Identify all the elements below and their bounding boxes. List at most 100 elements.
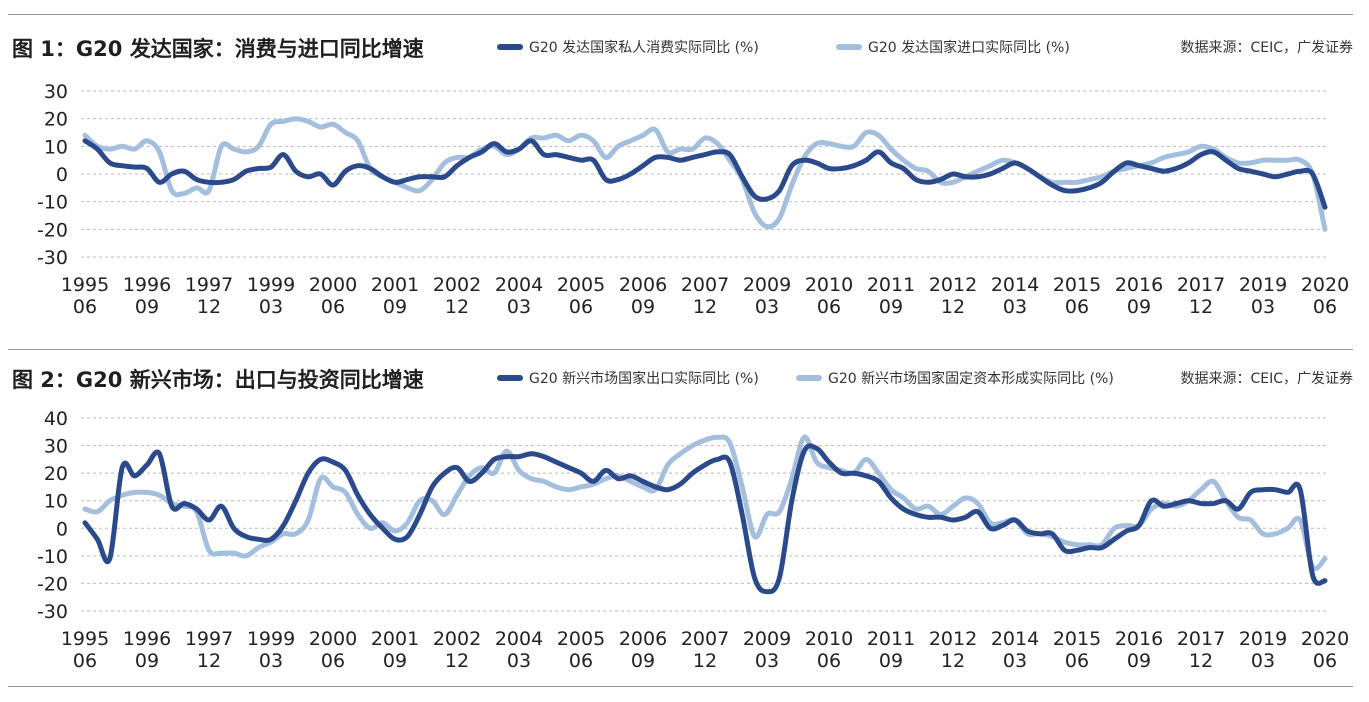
x-tick-month: 12 bbox=[1189, 296, 1213, 318]
x-tick-month: 09 bbox=[879, 296, 903, 318]
y-tick-label: 30 bbox=[44, 436, 68, 458]
x-tick-year: 2006 bbox=[619, 274, 667, 296]
x-tick-year: 2015 bbox=[1053, 628, 1101, 650]
y-tick-label: 20 bbox=[44, 463, 68, 485]
x-tick-year: 2011 bbox=[867, 274, 915, 296]
top-rule bbox=[8, 14, 1353, 15]
x-tick-year: 2009 bbox=[743, 274, 791, 296]
x-tick-year: 1996 bbox=[123, 628, 171, 650]
x-tick-year: 1997 bbox=[185, 628, 233, 650]
chart-title: 图 1：G20 发达国家：消费与进口同比增速 bbox=[12, 37, 424, 61]
x-tick-year: 2004 bbox=[495, 274, 543, 296]
x-tick-year: 2017 bbox=[1177, 274, 1225, 296]
x-tick-year: 2014 bbox=[991, 274, 1039, 296]
x-tick-year: 2010 bbox=[805, 628, 853, 650]
x-tick-month: 06 bbox=[321, 650, 345, 672]
x-tick-month: 12 bbox=[941, 650, 965, 672]
series-line-light bbox=[82, 434, 1328, 571]
x-tick-month: 06 bbox=[321, 296, 345, 318]
legend-item-consumption: G20 发达国家私人消费实际同比 (%) bbox=[497, 37, 759, 57]
x-tick-year: 2014 bbox=[991, 628, 1039, 650]
x-tick-month: 06 bbox=[1313, 650, 1337, 672]
x-tick-month: 09 bbox=[1127, 650, 1151, 672]
x-tick-month: 09 bbox=[135, 296, 159, 318]
x-tick-year: 2017 bbox=[1177, 628, 1225, 650]
x-tick-month: 03 bbox=[755, 296, 779, 318]
y-tick-label: -10 bbox=[37, 192, 68, 214]
x-tick-month: 06 bbox=[1313, 296, 1337, 318]
x-tick-month: 09 bbox=[631, 296, 655, 318]
x-tick-year: 2001 bbox=[371, 628, 419, 650]
x-tick-month: 06 bbox=[817, 650, 841, 672]
middle-rule bbox=[8, 349, 1353, 350]
x-tick-year: 2016 bbox=[1115, 628, 1163, 650]
x-tick-month: 09 bbox=[631, 650, 655, 672]
series-line-dark bbox=[82, 138, 1328, 210]
x-tick-month: 03 bbox=[507, 650, 531, 672]
legend-label: G20 新兴市场国家固定资本形成实际同比 (%) bbox=[828, 371, 1114, 387]
chart-panel-1: 图 1：G20 发达国家：消费与进口同比增速 G20 发达国家私人消费实际同比 … bbox=[0, 33, 1369, 333]
x-tick-year: 2005 bbox=[557, 628, 605, 650]
x-tick-year: 2012 bbox=[929, 274, 977, 296]
data-source: 数据来源：CEIC，广发证券 bbox=[1180, 371, 1353, 387]
x-tick-year: 2019 bbox=[1239, 628, 1287, 650]
x-tick-year: 1997 bbox=[185, 274, 233, 296]
y-tick-label: -30 bbox=[37, 601, 68, 623]
legend-swatch-light bbox=[796, 375, 822, 381]
chart-title: 图 2：G20 新兴市场：出口与投资同比增速 bbox=[12, 368, 424, 392]
y-tick-label: -30 bbox=[37, 247, 68, 269]
x-tick-month: 03 bbox=[1003, 296, 1027, 318]
chart-plot-1: 3020100-10-20-30199506199609199712199903… bbox=[37, 81, 1349, 318]
chart-plot-2: 403020100-10-20-301995061996091997121999… bbox=[37, 408, 1349, 672]
x-tick-year: 2006 bbox=[619, 628, 667, 650]
x-tick-year: 2020 bbox=[1301, 628, 1349, 650]
bottom-rule bbox=[8, 686, 1353, 687]
chart-panel-2: 图 2：G20 新兴市场：出口与投资同比增速 G20 新兴市场国家出口实际同比 … bbox=[0, 364, 1369, 684]
x-tick-year: 2004 bbox=[495, 628, 543, 650]
x-tick-year: 2012 bbox=[929, 628, 977, 650]
x-tick-month: 06 bbox=[73, 296, 97, 318]
x-tick-month: 03 bbox=[755, 650, 779, 672]
x-tick-year: 2001 bbox=[371, 274, 419, 296]
legend-swatch-dark bbox=[497, 375, 523, 381]
y-tick-label: -20 bbox=[37, 573, 68, 595]
legend-item-investment: G20 新兴市场国家固定资本形成实际同比 (%) bbox=[796, 368, 1114, 388]
x-tick-year: 2009 bbox=[743, 628, 791, 650]
y-tick-label: 0 bbox=[56, 518, 68, 540]
x-tick-year: 2019 bbox=[1239, 274, 1287, 296]
x-tick-year: 1999 bbox=[247, 274, 295, 296]
x-tick-year: 2020 bbox=[1301, 274, 1349, 296]
legend-label: G20 新兴市场国家出口实际同比 (%) bbox=[529, 371, 759, 387]
legend-item-exports: G20 新兴市场国家出口实际同比 (%) bbox=[497, 368, 759, 388]
y-tick-label: -20 bbox=[37, 219, 68, 241]
x-tick-month: 12 bbox=[693, 296, 717, 318]
x-tick-month: 03 bbox=[507, 296, 531, 318]
x-tick-year: 2015 bbox=[1053, 274, 1101, 296]
data-source: 数据来源：CEIC，广发证券 bbox=[1180, 40, 1353, 56]
x-tick-month: 12 bbox=[197, 650, 221, 672]
x-tick-month: 09 bbox=[879, 650, 903, 672]
x-tick-month: 03 bbox=[1003, 650, 1027, 672]
x-tick-year: 2002 bbox=[433, 274, 481, 296]
x-tick-year: 1996 bbox=[123, 274, 171, 296]
x-tick-month: 12 bbox=[1189, 650, 1213, 672]
x-tick-year: 2002 bbox=[433, 628, 481, 650]
x-tick-year: 2010 bbox=[805, 274, 853, 296]
legend-label: G20 发达国家进口实际同比 (%) bbox=[868, 40, 1070, 56]
x-tick-month: 06 bbox=[817, 296, 841, 318]
x-tick-year: 2007 bbox=[681, 274, 729, 296]
x-tick-year: 2000 bbox=[309, 274, 357, 296]
x-tick-year: 2011 bbox=[867, 628, 915, 650]
x-tick-month: 06 bbox=[1065, 650, 1089, 672]
x-tick-year: 1999 bbox=[247, 628, 295, 650]
x-tick-month: 06 bbox=[569, 650, 593, 672]
x-tick-year: 2005 bbox=[557, 274, 605, 296]
x-tick-year: 2007 bbox=[681, 628, 729, 650]
x-tick-month: 12 bbox=[445, 650, 469, 672]
series-line-dark bbox=[82, 443, 1328, 595]
x-tick-month: 03 bbox=[1251, 296, 1275, 318]
y-tick-label: -10 bbox=[37, 546, 68, 568]
x-tick-year: 2016 bbox=[1115, 274, 1163, 296]
x-tick-month: 09 bbox=[383, 296, 407, 318]
x-tick-month: 03 bbox=[259, 296, 283, 318]
